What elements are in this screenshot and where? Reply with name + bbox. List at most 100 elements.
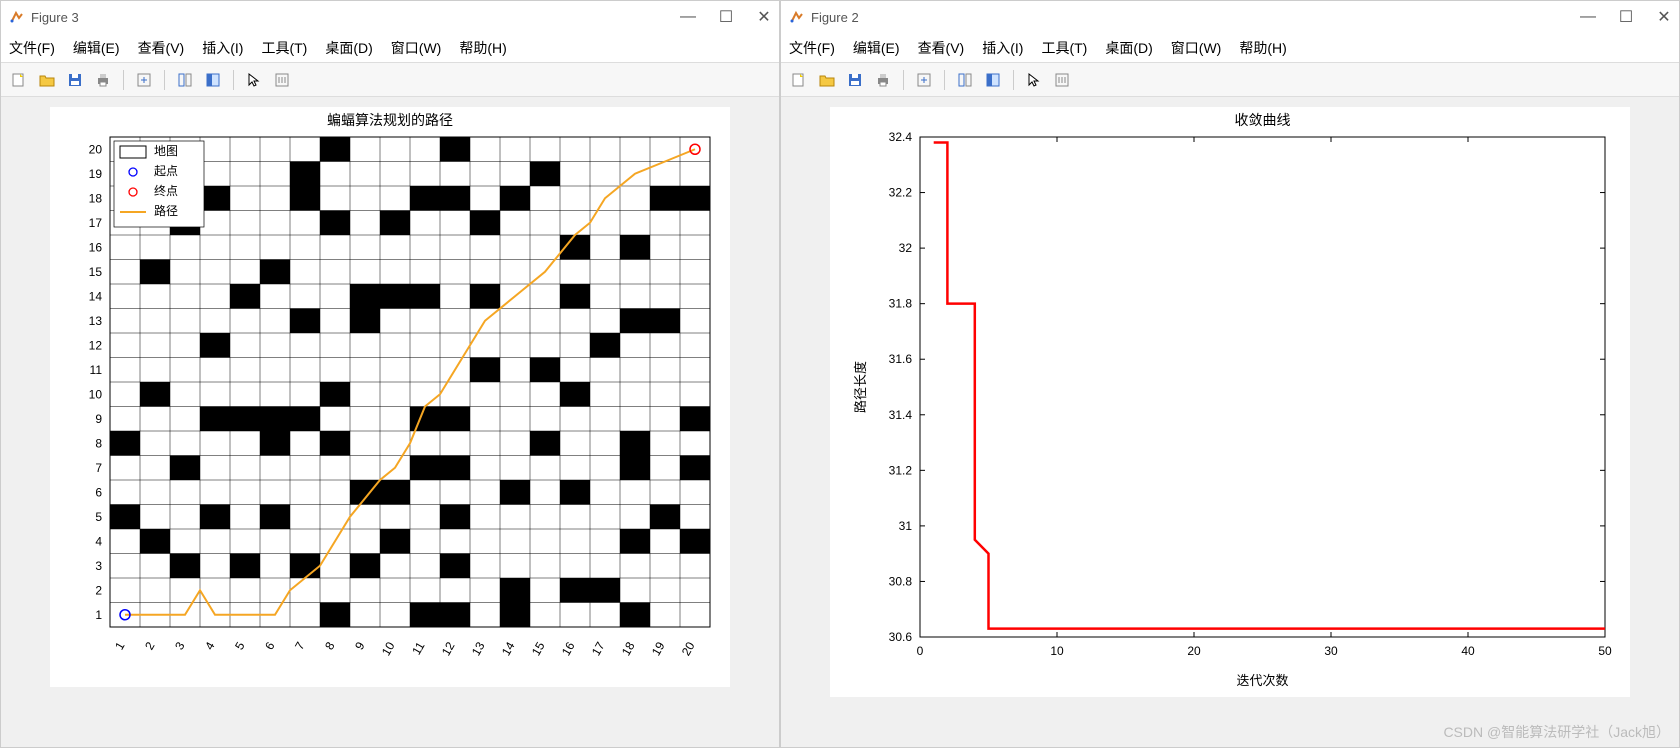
window-controls: — ☐ ✕ — [1581, 10, 1671, 24]
menu-file[interactable]: 文件(F) — [9, 38, 55, 58]
svg-text:14: 14 — [499, 639, 518, 658]
svg-text:18: 18 — [89, 191, 103, 205]
dock-icon[interactable] — [173, 68, 197, 92]
svg-text:8: 8 — [95, 436, 102, 450]
svg-text:9: 9 — [352, 639, 368, 652]
menu-edit[interactable]: 编辑(E) — [73, 38, 120, 58]
toolbar-separator — [233, 70, 234, 90]
menu-view[interactable]: 查看(V) — [918, 38, 965, 58]
svg-text:10: 10 — [379, 639, 398, 658]
svg-text:31.6: 31.6 — [889, 352, 913, 366]
figure-canvas: 蝙蝠算法规划的路径1234567891011121314151617181920… — [1, 97, 779, 747]
svg-text:30.6: 30.6 — [889, 630, 913, 644]
dock-icon[interactable] — [953, 68, 977, 92]
matlab-logo-icon — [9, 9, 25, 25]
save-icon[interactable] — [63, 68, 87, 92]
maximize-button[interactable]: ☐ — [1619, 10, 1633, 24]
titlebar[interactable]: Figure 3 — ☐ ✕ — [1, 1, 779, 33]
close-button[interactable]: ✕ — [757, 10, 771, 24]
inspect-icon[interactable] — [1050, 68, 1074, 92]
print-icon[interactable] — [871, 68, 895, 92]
save-icon[interactable] — [843, 68, 867, 92]
path-planning-plot: 蝙蝠算法规划的路径1234567891011121314151617181920… — [50, 107, 730, 687]
menu-desktop[interactable]: 桌面(D) — [325, 38, 372, 58]
svg-text:2: 2 — [142, 639, 158, 652]
toolbar-separator — [164, 70, 165, 90]
figure-canvas: 收敛曲线30.630.83131.231.431.631.83232.232.4… — [781, 97, 1679, 747]
link-icon[interactable] — [912, 68, 936, 92]
menu-desktop[interactable]: 桌面(D) — [1105, 38, 1152, 58]
svg-text:32: 32 — [899, 241, 913, 255]
link-icon[interactable] — [132, 68, 156, 92]
pointer-icon[interactable] — [242, 68, 266, 92]
close-button[interactable]: ✕ — [1657, 10, 1671, 24]
minimize-button[interactable]: — — [1581, 10, 1595, 24]
new-icon[interactable] — [7, 68, 31, 92]
menu-edit[interactable]: 编辑(E) — [853, 38, 900, 58]
open-icon[interactable] — [35, 68, 59, 92]
menu-tools[interactable]: 工具(T) — [261, 38, 307, 58]
titlebar[interactable]: Figure 2 — ☐ ✕ — [781, 1, 1679, 33]
figure-3-window: Figure 3 — ☐ ✕ 文件(F) 编辑(E) 查看(V) 插入(I) 工… — [0, 0, 780, 748]
svg-text:0: 0 — [917, 644, 924, 658]
svg-text:6: 6 — [262, 639, 278, 652]
inspect-icon[interactable] — [270, 68, 294, 92]
svg-text:1: 1 — [95, 608, 102, 622]
svg-text:17: 17 — [89, 216, 103, 230]
svg-text:收敛曲线: 收敛曲线 — [1235, 113, 1291, 129]
dock2-icon[interactable] — [201, 68, 225, 92]
svg-text:16: 16 — [89, 240, 103, 254]
convergence-plot: 收敛曲线30.630.83131.231.431.631.83232.232.4… — [830, 107, 1630, 697]
toolbar — [781, 63, 1679, 97]
menu-window[interactable]: 窗口(W) — [391, 38, 442, 58]
svg-text:13: 13 — [89, 314, 103, 328]
window-title: Figure 3 — [31, 10, 681, 25]
window-title: Figure 2 — [811, 10, 1581, 25]
svg-text:14: 14 — [89, 289, 103, 303]
svg-text:20: 20 — [1187, 644, 1201, 658]
svg-text:17: 17 — [589, 639, 608, 658]
menu-insert[interactable]: 插入(I) — [982, 38, 1023, 58]
svg-text:路径长度: 路径长度 — [853, 361, 868, 413]
svg-text:7: 7 — [292, 639, 308, 652]
svg-text:3: 3 — [172, 639, 188, 652]
menu-file[interactable]: 文件(F) — [789, 38, 835, 58]
print-icon[interactable] — [91, 68, 115, 92]
toolbar-separator — [1013, 70, 1014, 90]
svg-text:15: 15 — [529, 639, 548, 658]
toolbar-separator — [944, 70, 945, 90]
new-icon[interactable] — [787, 68, 811, 92]
menu-insert[interactable]: 插入(I) — [202, 38, 243, 58]
svg-text:5: 5 — [232, 639, 248, 652]
svg-text:20: 20 — [89, 142, 103, 156]
toolbar-separator — [123, 70, 124, 90]
svg-text:9: 9 — [95, 412, 102, 426]
svg-text:31.4: 31.4 — [889, 408, 913, 422]
menubar: 文件(F) 编辑(E) 查看(V) 插入(I) 工具(T) 桌面(D) 窗口(W… — [1, 33, 779, 63]
menu-window[interactable]: 窗口(W) — [1171, 38, 1222, 58]
maximize-button[interactable]: ☐ — [719, 10, 733, 24]
pointer-icon[interactable] — [1022, 68, 1046, 92]
svg-text:地图: 地图 — [154, 144, 178, 158]
svg-text:10: 10 — [1050, 644, 1064, 658]
svg-text:8: 8 — [322, 639, 338, 652]
minimize-button[interactable]: — — [681, 10, 695, 24]
svg-text:5: 5 — [95, 510, 102, 524]
dock2-icon[interactable] — [981, 68, 1005, 92]
svg-text:终点: 终点 — [154, 183, 178, 198]
svg-text:30.8: 30.8 — [889, 574, 913, 588]
svg-text:迭代次数: 迭代次数 — [1236, 673, 1288, 688]
menu-help[interactable]: 帮助(H) — [459, 38, 506, 58]
svg-text:31.2: 31.2 — [889, 463, 913, 477]
toolbar — [1, 63, 779, 97]
svg-text:11: 11 — [409, 639, 428, 657]
svg-text:15: 15 — [89, 265, 103, 279]
menu-tools[interactable]: 工具(T) — [1041, 38, 1087, 58]
window-controls: — ☐ ✕ — [681, 10, 771, 24]
menu-view[interactable]: 查看(V) — [138, 38, 185, 58]
svg-text:12: 12 — [89, 338, 103, 352]
svg-text:2: 2 — [95, 583, 102, 597]
open-icon[interactable] — [815, 68, 839, 92]
svg-text:31: 31 — [899, 519, 913, 533]
menu-help[interactable]: 帮助(H) — [1239, 38, 1286, 58]
